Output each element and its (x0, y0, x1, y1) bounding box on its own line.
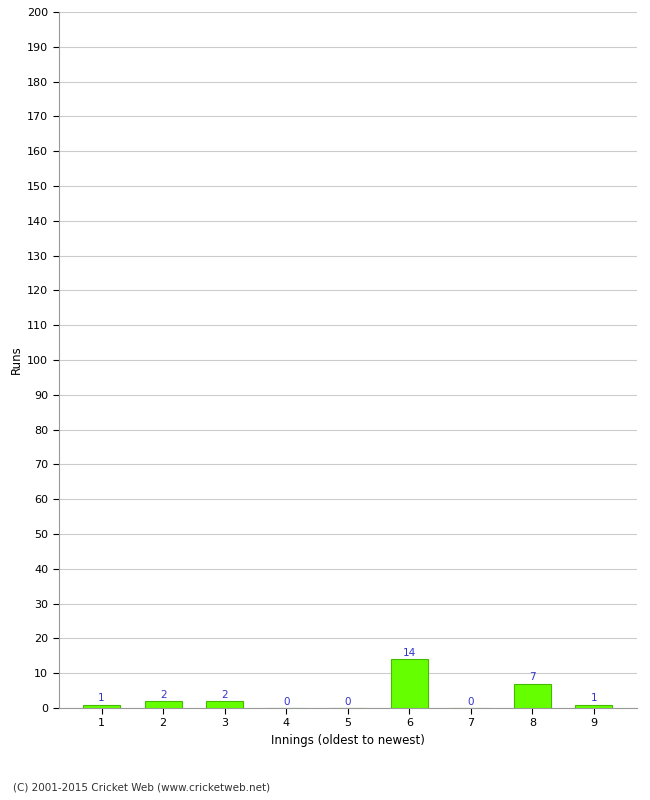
Text: 2: 2 (222, 690, 228, 700)
Y-axis label: Runs: Runs (10, 346, 23, 374)
Text: 14: 14 (402, 648, 416, 658)
Bar (83, 705, 120, 708)
Text: 1: 1 (98, 693, 105, 703)
Text: (C) 2001-2015 Cricket Web (www.cricketweb.net): (C) 2001-2015 Cricket Web (www.cricketwe… (13, 782, 270, 792)
Bar (206, 701, 243, 708)
Text: 7: 7 (529, 672, 536, 682)
Bar (145, 701, 181, 708)
Text: 0: 0 (344, 697, 351, 706)
Bar (391, 659, 428, 708)
Text: 1: 1 (591, 693, 597, 703)
X-axis label: Innings (oldest to newest): Innings (oldest to newest) (271, 734, 424, 747)
Text: 0: 0 (467, 697, 474, 706)
Text: 0: 0 (283, 697, 289, 706)
Bar (514, 684, 551, 708)
Bar (575, 705, 612, 708)
Text: 2: 2 (160, 690, 166, 700)
